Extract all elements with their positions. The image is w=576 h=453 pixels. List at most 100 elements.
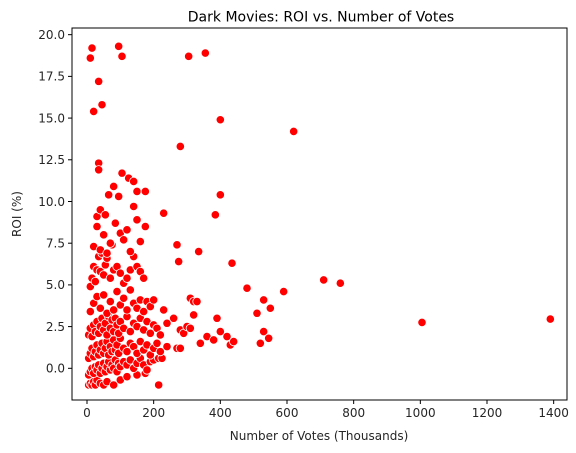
data-point — [222, 332, 232, 342]
data-point — [125, 327, 135, 337]
y-tick-label: 15.0 — [38, 111, 65, 125]
data-point — [109, 181, 119, 192]
x-tick-label: 0 — [83, 406, 91, 420]
x-tick-label: 200 — [142, 406, 165, 420]
data-point — [174, 256, 184, 267]
data-point — [122, 273, 132, 283]
data-point — [119, 235, 129, 245]
data-point — [189, 310, 199, 320]
x-tick-label: 600 — [276, 406, 299, 420]
data-point — [140, 221, 150, 232]
data-point — [215, 190, 225, 200]
data-point — [279, 286, 289, 297]
data-point — [145, 328, 155, 338]
data-point — [255, 338, 265, 348]
data-point — [259, 295, 269, 305]
data-point — [122, 347, 132, 357]
data-point — [139, 306, 149, 317]
data-point — [135, 236, 145, 247]
y-tick-label: 2.5 — [46, 320, 65, 334]
y-tick-label: 20.0 — [38, 28, 65, 42]
data-point — [227, 258, 237, 268]
data-point — [259, 327, 269, 337]
x-axis-label: Number of Votes (Thousands) — [230, 429, 409, 443]
data-point — [265, 303, 275, 313]
data-point — [105, 296, 115, 307]
data-point — [122, 372, 132, 382]
data-point — [115, 268, 125, 278]
data-point — [194, 246, 204, 257]
data-point — [90, 276, 100, 287]
data-point — [175, 141, 185, 152]
data-point — [185, 323, 195, 333]
data-point — [209, 335, 219, 345]
data-point — [172, 240, 182, 250]
data-point — [129, 176, 139, 187]
data-point — [85, 53, 95, 63]
x-tick-label: 1200 — [472, 406, 503, 420]
y-tick-label: 12.5 — [38, 153, 65, 167]
data-point — [105, 273, 115, 283]
data-point — [125, 285, 135, 295]
data-point — [119, 293, 129, 303]
data-point — [200, 48, 210, 58]
data-point — [100, 210, 110, 220]
data-point — [215, 327, 225, 337]
data-point — [154, 380, 164, 390]
data-point — [109, 305, 119, 315]
data-point — [95, 303, 105, 313]
data-point — [289, 126, 299, 137]
data-point — [94, 165, 104, 175]
data-point — [162, 318, 172, 328]
data-point — [102, 248, 112, 258]
data-point — [175, 343, 185, 353]
x-tick-label: 1000 — [405, 406, 436, 420]
data-point — [195, 338, 205, 348]
data-point — [109, 380, 119, 390]
y-axis: 0.0 2.5 5.0 7.5 10.0 12.5 15.0 17.5 20.0 — [38, 28, 72, 376]
data-point — [132, 215, 142, 225]
y-tick-label: 7.5 — [46, 236, 65, 250]
data-point — [110, 218, 120, 228]
data-point — [215, 115, 225, 125]
data-point — [132, 186, 142, 197]
plot-frame — [71, 27, 568, 401]
data-point — [117, 51, 127, 61]
data-point — [125, 246, 135, 257]
data-point — [117, 168, 127, 178]
data-point — [122, 305, 132, 315]
data-point — [229, 337, 239, 347]
data-point — [140, 186, 150, 197]
data-point — [210, 210, 220, 220]
data-point — [192, 296, 202, 307]
data-point — [104, 190, 114, 200]
x-tick-label: 1400 — [538, 406, 569, 420]
y-tick-label: 0.0 — [46, 362, 65, 376]
y-tick-label: 5.0 — [46, 278, 65, 292]
data-point — [155, 347, 165, 357]
x-tick-label: 400 — [209, 406, 232, 420]
data-point — [142, 365, 152, 375]
data-point — [212, 313, 222, 323]
data-point — [105, 238, 115, 248]
data-point — [159, 305, 169, 315]
data-point — [169, 313, 179, 323]
data-point — [114, 191, 124, 202]
data-point — [159, 208, 169, 218]
y-axis-label: ROI (%) — [10, 191, 24, 237]
data-point — [92, 221, 102, 232]
data-point — [162, 342, 172, 352]
data-point — [114, 41, 124, 51]
x-tick-label: 800 — [342, 406, 365, 420]
data-point — [97, 100, 107, 110]
data-point — [129, 201, 139, 212]
data-point — [89, 106, 99, 117]
plot-area — [72, 28, 567, 400]
data-point — [319, 275, 329, 285]
data-point — [242, 283, 252, 293]
data-point — [149, 295, 159, 305]
data-point — [94, 76, 104, 86]
data-point — [87, 43, 97, 53]
data-point — [335, 278, 345, 288]
